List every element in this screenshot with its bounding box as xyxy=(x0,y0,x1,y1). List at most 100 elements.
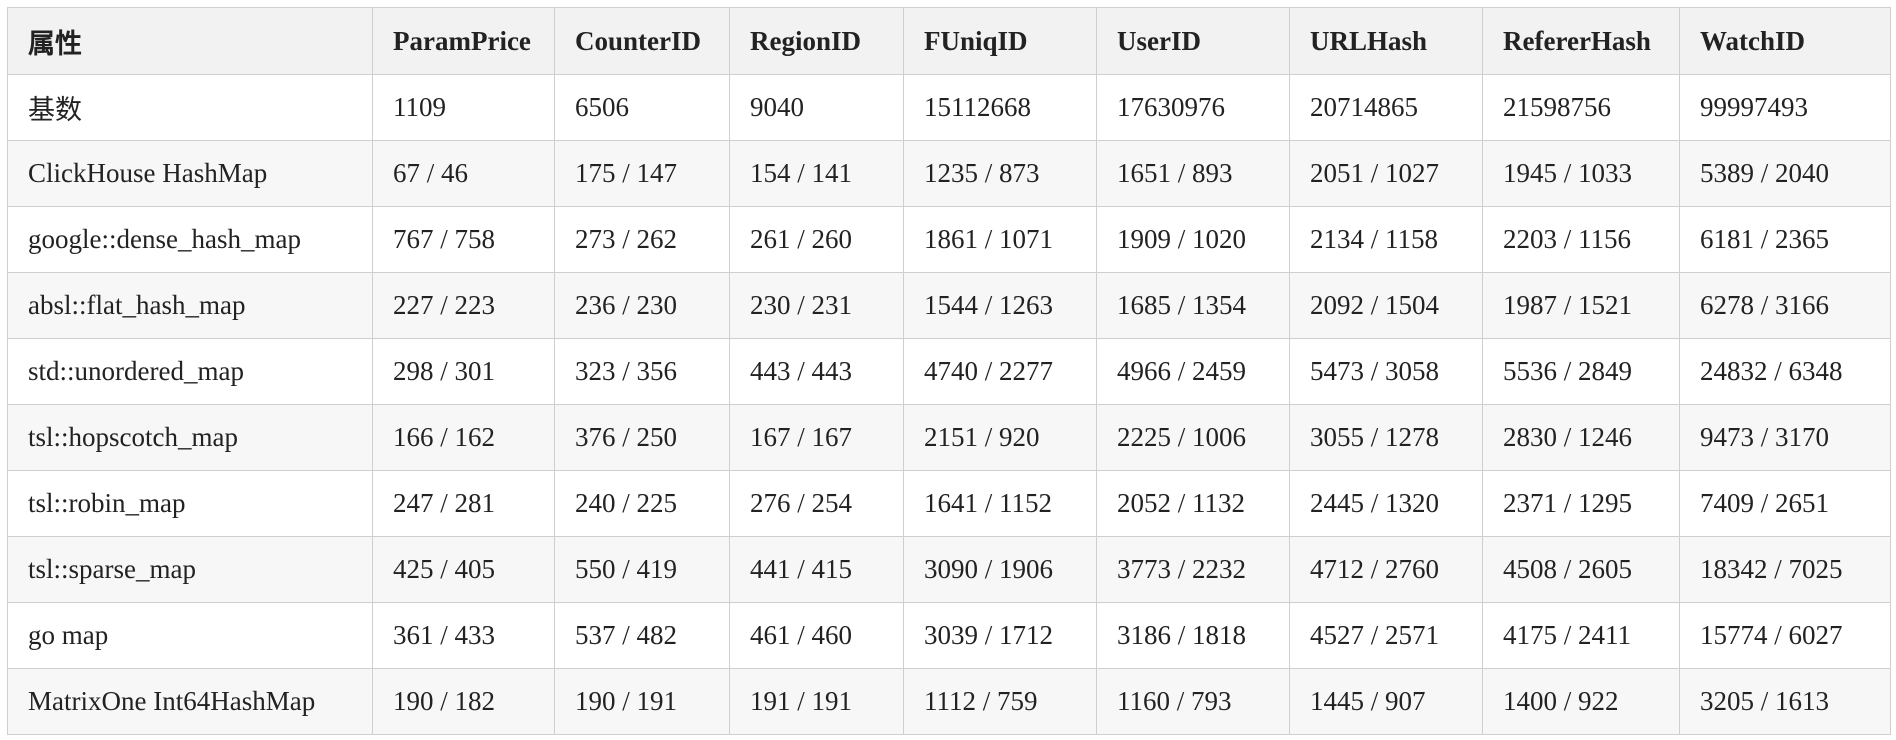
table-cell-paramprice: 227 / 223 xyxy=(372,272,555,339)
column-header-refererhash: RefererHash xyxy=(1482,7,1680,75)
table-cell-paramprice: 298 / 301 xyxy=(372,338,555,405)
table-cell-funiqid: 1861 / 1071 xyxy=(903,206,1097,273)
table-cell-refererhash: 21598756 xyxy=(1482,74,1680,141)
table-cell-urlhash: 20714865 xyxy=(1289,74,1483,141)
table-cell-userid: 3186 / 1818 xyxy=(1096,602,1290,669)
table-cell-regionid: 261 / 260 xyxy=(729,206,904,273)
table-cell-counterid: 240 / 225 xyxy=(554,470,730,537)
row-label-cell: tsl::hopscotch_map xyxy=(7,404,373,471)
table-cell-counterid: 236 / 230 xyxy=(554,272,730,339)
table-cell-paramprice: 67 / 46 xyxy=(372,140,555,207)
table-cell-funiqid: 3090 / 1906 xyxy=(903,536,1097,603)
table-cell-watchid: 99997493 xyxy=(1679,74,1891,141)
column-header-watchid: WatchID xyxy=(1679,7,1891,75)
table-cell-watchid: 15774 / 6027 xyxy=(1679,602,1891,669)
table-cell-counterid: 273 / 262 xyxy=(554,206,730,273)
table-cell-urlhash: 4527 / 2571 xyxy=(1289,602,1483,669)
table-cell-urlhash: 2134 / 1158 xyxy=(1289,206,1483,273)
table-cell-watchid: 7409 / 2651 xyxy=(1679,470,1891,537)
table-row: ClickHouse HashMap 67 / 46 175 / 147 154 / … xyxy=(7,140,1891,207)
table-cell-counterid: 190 / 191 xyxy=(554,668,730,735)
table-cell-regionid: 9040 xyxy=(729,74,904,141)
table-cell-paramprice: 1109 xyxy=(372,74,555,141)
table-cell-refererhash: 5536 / 2849 xyxy=(1482,338,1680,405)
row-label-cell: go map xyxy=(7,602,373,669)
table-cell-userid: 3773 / 2232 xyxy=(1096,536,1290,603)
table-cell-counterid: 537 / 482 xyxy=(554,602,730,669)
table-cell-urlhash: 4712 / 2760 xyxy=(1289,536,1483,603)
table-cell-refererhash: 4175 / 2411 xyxy=(1482,602,1680,669)
table-row: absl::flat_hash_map 227 / 223 236 / 230 230… xyxy=(7,272,1891,339)
row-label-cell: std::unordered_map xyxy=(7,338,373,405)
table-cell-watchid: 6181 / 2365 xyxy=(1679,206,1891,273)
table-cell-urlhash: 3055 / 1278 xyxy=(1289,404,1483,471)
table-cell-urlhash: 2092 / 1504 xyxy=(1289,272,1483,339)
table-header: 属性 ParamPrice CounterID RegionID FUniqID… xyxy=(7,7,1891,75)
table-cell-userid: 1685 / 1354 xyxy=(1096,272,1290,339)
table-row: go map 361 / 433 537 / 482 461 / 460 3039 / … xyxy=(7,602,1891,669)
table-cell-funiqid: 1544 / 1263 xyxy=(903,272,1097,339)
table-cell-urlhash: 1445 / 907 xyxy=(1289,668,1483,735)
row-label-cell: MatrixOne Int64HashMap xyxy=(7,668,373,735)
table-cell-refererhash: 1400 / 922 xyxy=(1482,668,1680,735)
table-cell-counterid: 6506 xyxy=(554,74,730,141)
column-header-paramprice: ParamPrice xyxy=(372,7,555,75)
table-cell-counterid: 323 / 356 xyxy=(554,338,730,405)
table-cell-counterid: 175 / 147 xyxy=(554,140,730,207)
column-header-attribute: 属性 xyxy=(7,7,373,75)
table-cell-userid: 4966 / 2459 xyxy=(1096,338,1290,405)
column-header-regionid: RegionID xyxy=(729,7,904,75)
table-cell-funiqid: 2151 / 920 xyxy=(903,404,1097,471)
header-row: 属性 ParamPrice CounterID RegionID FUniqID… xyxy=(7,7,1891,75)
table-row: MatrixOne Int64HashMap 190 / 182 190 / 191… xyxy=(7,668,1891,735)
table-cell-regionid: 230 / 231 xyxy=(729,272,904,339)
table-cell-urlhash: 5473 / 3058 xyxy=(1289,338,1483,405)
table-cell-paramprice: 425 / 405 xyxy=(372,536,555,603)
row-label-cell: 基数 xyxy=(7,74,373,141)
table-row: tsl::sparse_map 425 / 405 550 / 419 441 / 4… xyxy=(7,536,1891,603)
table-cell-watchid: 24832 / 6348 xyxy=(1679,338,1891,405)
table-cell-paramprice: 767 / 758 xyxy=(372,206,555,273)
table-cell-refererhash: 1945 / 1033 xyxy=(1482,140,1680,207)
table-cell-paramprice: 247 / 281 xyxy=(372,470,555,537)
row-label-cell: tsl::sparse_map xyxy=(7,536,373,603)
table-cell-userid: 17630976 xyxy=(1096,74,1290,141)
row-label-cell: absl::flat_hash_map xyxy=(7,272,373,339)
table-cell-regionid: 276 / 254 xyxy=(729,470,904,537)
table-cell-paramprice: 166 / 162 xyxy=(372,404,555,471)
column-header-counterid: CounterID xyxy=(554,7,730,75)
table-row: std::unordered_map 298 / 301 323 / 356 443 … xyxy=(7,338,1891,405)
table-cell-watchid: 9473 / 3170 xyxy=(1679,404,1891,471)
table-row: tsl::robin_map 247 / 281 240 / 225 276 / 25… xyxy=(7,470,1891,537)
row-label-cell: ClickHouse HashMap xyxy=(7,140,373,207)
table-cell-counterid: 376 / 250 xyxy=(554,404,730,471)
table-cell-funiqid: 1112 / 759 xyxy=(903,668,1097,735)
benchmark-table: 属性 ParamPrice CounterID RegionID FUniqID… xyxy=(7,7,1891,735)
table-cell-urlhash: 2051 / 1027 xyxy=(1289,140,1483,207)
table-cell-userid: 2052 / 1132 xyxy=(1096,470,1290,537)
table-cell-userid: 1909 / 1020 xyxy=(1096,206,1290,273)
table-row: 基数 1109 6506 9040 15112668 17630976 20714865 21… xyxy=(7,74,1891,141)
column-header-urlhash: URLHash xyxy=(1289,7,1483,75)
table-cell-watchid: 5389 / 2040 xyxy=(1679,140,1891,207)
table-row: google::dense_hash_map 767 / 758 273 / 262… xyxy=(7,206,1891,273)
table-cell-regionid: 167 / 167 xyxy=(729,404,904,471)
table-body: 基数 1109 6506 9040 15112668 17630976 20714865 21… xyxy=(7,74,1891,735)
column-header-funiqid: FUniqID xyxy=(903,7,1097,75)
table-cell-funiqid: 4740 / 2277 xyxy=(903,338,1097,405)
table-cell-userid: 1651 / 893 xyxy=(1096,140,1290,207)
table-cell-paramprice: 190 / 182 xyxy=(372,668,555,735)
table-cell-counterid: 550 / 419 xyxy=(554,536,730,603)
table-cell-watchid: 6278 / 3166 xyxy=(1679,272,1891,339)
benchmark-table-container: 属性 ParamPrice CounterID RegionID FUniqID… xyxy=(7,7,1891,735)
table-cell-refererhash: 2830 / 1246 xyxy=(1482,404,1680,471)
table-cell-regionid: 441 / 415 xyxy=(729,536,904,603)
table-cell-funiqid: 15112668 xyxy=(903,74,1097,141)
table-cell-refererhash: 1987 / 1521 xyxy=(1482,272,1680,339)
table-cell-funiqid: 3039 / 1712 xyxy=(903,602,1097,669)
table-cell-watchid: 18342 / 7025 xyxy=(1679,536,1891,603)
row-label-cell: tsl::robin_map xyxy=(7,470,373,537)
table-cell-urlhash: 2445 / 1320 xyxy=(1289,470,1483,537)
row-label-cell: google::dense_hash_map xyxy=(7,206,373,273)
table-cell-regionid: 191 / 191 xyxy=(729,668,904,735)
